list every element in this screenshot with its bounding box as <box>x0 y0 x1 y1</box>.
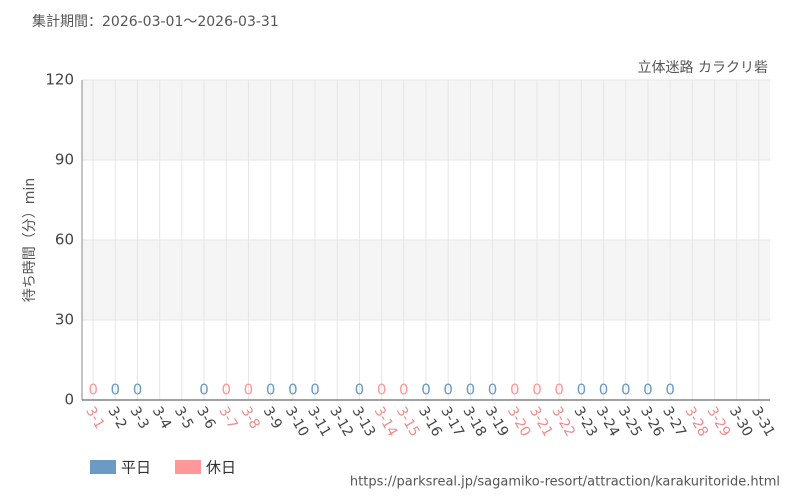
value-label: 0 <box>577 381 587 399</box>
chart-title: 立体迷路 カラクリ砦 <box>638 60 768 76</box>
x-tick-label: 3-3 <box>127 404 152 432</box>
value-label: 0 <box>199 381 209 399</box>
value-label: 0 <box>421 381 431 399</box>
x-tick-label: 3-2 <box>104 404 129 432</box>
x-tick-label: 3-8 <box>238 404 263 432</box>
y-tick-label: 30 <box>55 311 74 329</box>
value-label: 0 <box>310 381 320 399</box>
y-tick-label: 60 <box>55 231 74 249</box>
value-label: 0 <box>488 381 498 399</box>
source-url: https://parksreal.jp/sagamiko-resort/att… <box>350 475 780 490</box>
value-label: 0 <box>221 381 231 399</box>
y-axis-label: 待ち時間（分）min <box>22 178 38 302</box>
x-tick-label: 3-31 <box>748 404 778 440</box>
value-label: 0 <box>88 381 98 399</box>
value-label: 0 <box>288 381 298 399</box>
value-label: 0 <box>621 381 631 399</box>
value-label: 0 <box>443 381 453 399</box>
legend-swatch <box>90 460 116 474</box>
value-label: 0 <box>266 381 276 399</box>
x-tick-label: 3-1 <box>82 404 107 432</box>
legend-swatch <box>175 460 201 474</box>
y-tick-label: 120 <box>45 71 74 89</box>
value-label: 0 <box>111 381 121 399</box>
value-label: 0 <box>532 381 542 399</box>
y-tick-label: 0 <box>64 391 74 409</box>
value-label: 0 <box>554 381 564 399</box>
legend-label: 平日 <box>121 459 151 477</box>
value-label: 0 <box>133 381 143 399</box>
x-tick-label: 3-4 <box>149 404 174 432</box>
value-label: 0 <box>466 381 476 399</box>
value-label: 0 <box>244 381 254 399</box>
value-label: 0 <box>399 381 409 399</box>
legend-label: 休日 <box>206 459 236 477</box>
x-tick-label: 3-5 <box>171 404 196 432</box>
value-label: 0 <box>665 381 675 399</box>
x-tick-label: 3-6 <box>193 404 218 432</box>
value-label: 0 <box>510 381 520 399</box>
y-tick-label: 90 <box>55 151 74 169</box>
value-label: 0 <box>355 381 365 399</box>
x-tick-label: 3-7 <box>215 404 240 432</box>
value-label: 0 <box>599 381 609 399</box>
value-label: 0 <box>643 381 653 399</box>
x-tick-label: 3-9 <box>260 404 285 432</box>
value-label: 0 <box>377 381 387 399</box>
period-header: 集計期間：2026-03-01～2026-03-31 <box>32 13 279 30</box>
